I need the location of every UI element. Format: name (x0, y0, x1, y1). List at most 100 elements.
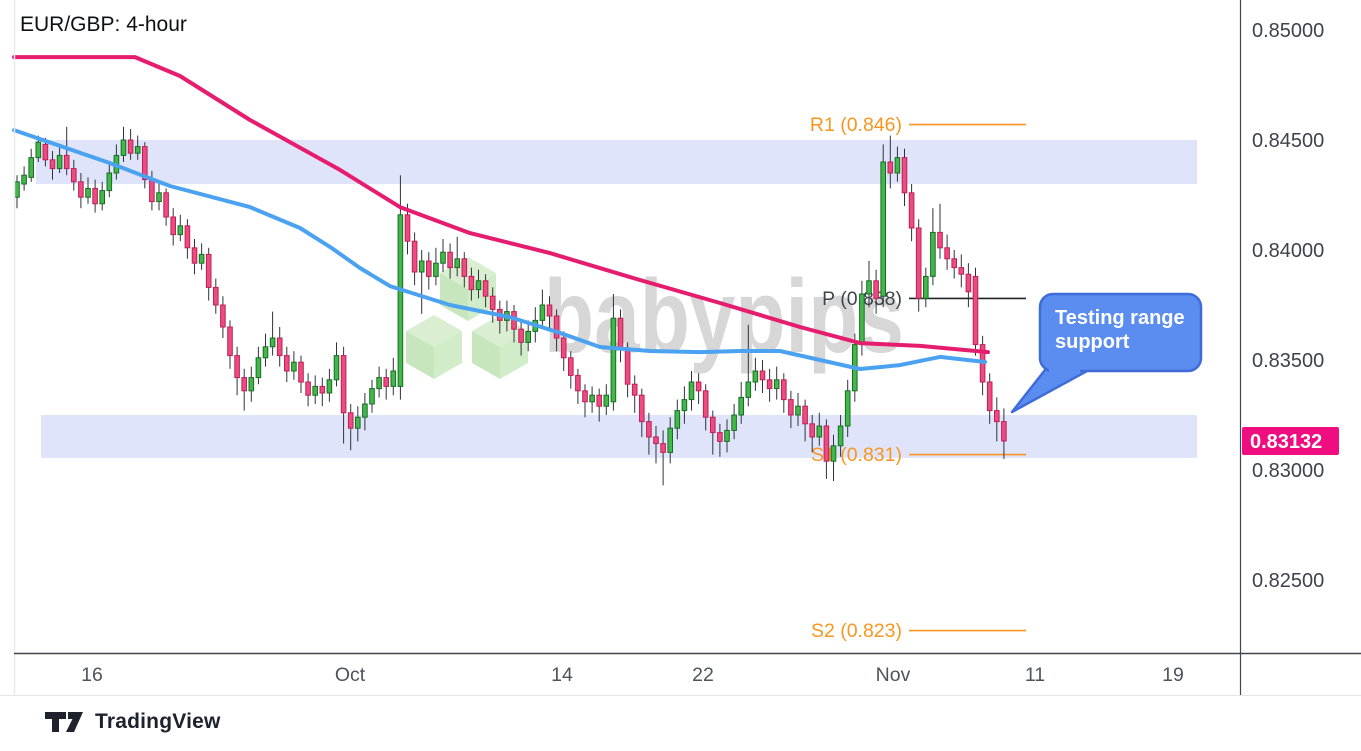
candle (298, 355, 304, 393)
candle (844, 379, 851, 437)
candle (958, 254, 965, 288)
candle (873, 269, 879, 314)
candle (837, 415, 844, 457)
candle (191, 239, 198, 275)
candle (880, 144, 887, 308)
candle (362, 393, 368, 431)
candle (781, 373, 787, 413)
candle (894, 146, 901, 182)
candle (319, 377, 326, 407)
candle (426, 252, 432, 290)
candle (830, 434, 837, 481)
candle (681, 386, 688, 424)
callout-testing-range-support: Testing range support (1010, 292, 1203, 414)
candle (930, 208, 936, 286)
candle (71, 159, 77, 191)
candle (639, 388, 645, 437)
candle (589, 386, 595, 413)
candle (163, 188, 169, 226)
resistance-zone (36, 140, 1197, 184)
candle (170, 208, 176, 246)
tradingview-icon (45, 712, 83, 732)
candle (85, 177, 91, 204)
candle (994, 397, 1000, 442)
candle (795, 393, 801, 426)
price-badge-rect (1242, 427, 1339, 455)
candle (99, 181, 106, 211)
candle (674, 399, 681, 440)
candle (461, 252, 468, 288)
candle (284, 346, 290, 382)
candle (468, 267, 475, 301)
candle (518, 320, 524, 356)
candle (227, 320, 233, 369)
candle (411, 232, 418, 286)
candle (326, 368, 333, 402)
time-axis-label: 16 (81, 664, 103, 686)
plot-borders (0, 0, 1361, 696)
candle (653, 426, 659, 464)
price-axis-label: 0.84000 (1252, 240, 1324, 262)
candle (610, 294, 617, 411)
candle (695, 373, 702, 404)
candle (454, 236, 460, 277)
candle (582, 384, 588, 418)
candle (631, 375, 638, 413)
candle (731, 404, 737, 440)
tradingview-logo[interactable]: TradingView (44, 708, 221, 735)
candle (220, 296, 226, 338)
candle (241, 368, 247, 411)
candle (667, 417, 674, 464)
candle (823, 419, 830, 479)
candle (63, 126, 70, 176)
candle (759, 360, 766, 393)
candle (142, 142, 148, 189)
candle (28, 148, 34, 182)
candle (901, 148, 908, 206)
candle (234, 346, 240, 396)
candle (923, 267, 929, 308)
candle (127, 129, 134, 160)
callout-line-1: Testing range (1055, 307, 1185, 329)
candle (106, 162, 113, 198)
pivot-label-s2: S2 (0.823) (811, 620, 902, 642)
candle (809, 415, 816, 453)
price-axis-label: 0.85000 (1252, 20, 1324, 42)
tradingview-wordmark: TradingView (95, 709, 221, 733)
candle (156, 184, 162, 211)
candle (404, 203, 411, 255)
candle (986, 373, 993, 424)
candle (887, 135, 894, 189)
candle (816, 412, 823, 446)
candle (213, 278, 219, 314)
price-axis-label: 0.84500 (1252, 130, 1324, 152)
pivot-levels: R1 (0.846)P (0.838)S1 (0.831)S2 (0.823) (810, 114, 1026, 642)
candle (248, 366, 255, 402)
candle (269, 311, 276, 356)
candle (198, 243, 205, 270)
candle (56, 144, 63, 173)
candle (347, 404, 354, 451)
candle (724, 419, 730, 453)
candle (440, 239, 446, 272)
candle (433, 247, 439, 286)
moving-average-lines (12, 55, 990, 371)
candle (702, 384, 709, 431)
candle (568, 351, 574, 389)
candle (951, 250, 958, 279)
axis-labels: 0.85000 0.84500 0.84000 0.83500 0.83000 0.825… (81, 20, 1324, 686)
candle (745, 324, 752, 407)
candle (489, 287, 496, 323)
time-axis-label: 19 (1162, 664, 1184, 686)
candle (369, 379, 375, 413)
candle (603, 384, 610, 415)
candle (262, 333, 269, 367)
candle (291, 351, 297, 380)
candle (418, 250, 425, 314)
time-axis-label: Oct (335, 664, 366, 686)
candle (539, 289, 546, 330)
candle (340, 346, 347, 444)
price-badge-value: 0.83132 (1250, 431, 1322, 453)
